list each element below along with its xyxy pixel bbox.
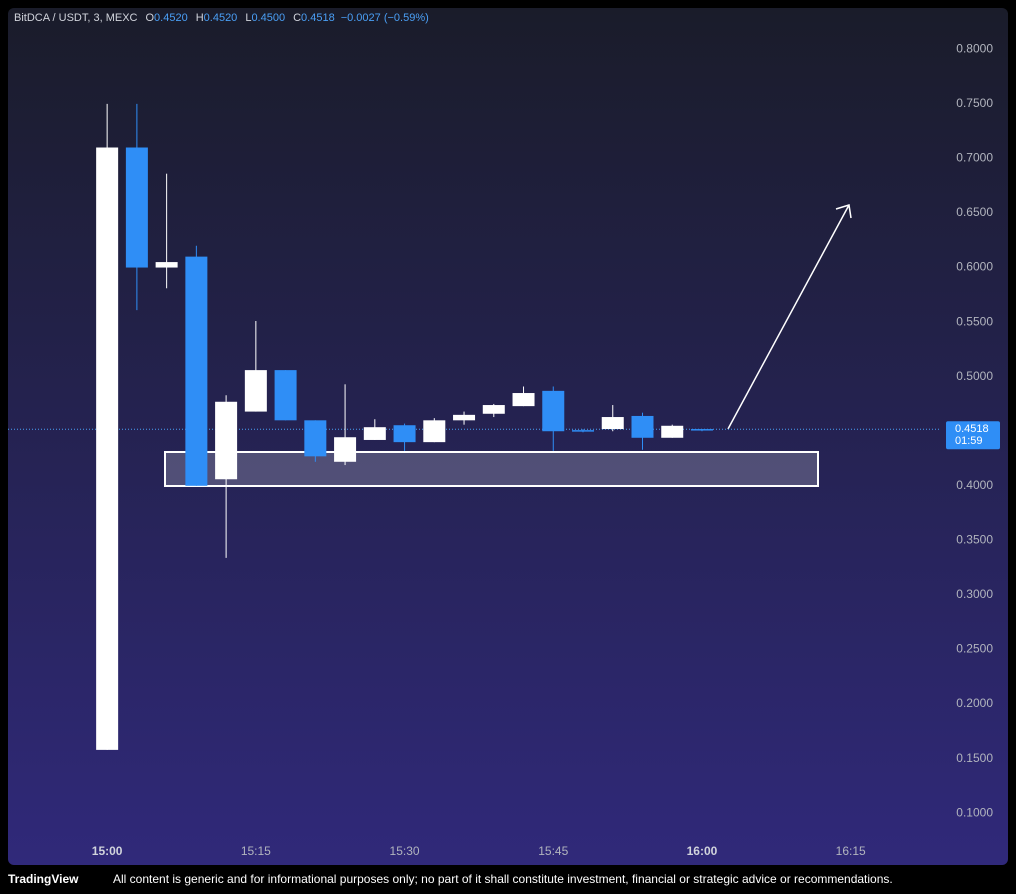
candle-body xyxy=(482,405,505,414)
x-tick-label: 15:30 xyxy=(390,844,420,858)
ohlc-label: L xyxy=(245,12,251,24)
candle-body xyxy=(155,262,178,268)
x-tick-label: 15:15 xyxy=(241,844,271,858)
countdown: 01:59 xyxy=(955,435,983,447)
candle-body xyxy=(304,420,327,457)
candle-body xyxy=(244,370,267,412)
chart-panel xyxy=(8,8,1008,865)
ohlc-label: O xyxy=(145,12,154,24)
candle-body xyxy=(334,437,357,462)
candle-body xyxy=(572,430,595,432)
x-tick-label: 15:00 xyxy=(92,844,123,858)
ohlc-label: C xyxy=(293,12,301,24)
candle-body xyxy=(215,401,238,480)
y-tick-label: 0.6000 xyxy=(956,260,993,274)
candle-body xyxy=(542,390,565,432)
candle-body xyxy=(125,147,148,268)
candle-body xyxy=(631,415,654,438)
y-tick-label: 0.1000 xyxy=(956,805,993,819)
candle-body xyxy=(96,147,119,750)
y-tick-label: 0.6500 xyxy=(956,205,993,219)
candle-body xyxy=(601,417,624,430)
y-tick-label: 0.4000 xyxy=(956,478,993,492)
arrow xyxy=(727,204,852,430)
price-tag xyxy=(946,421,1000,450)
candle-body xyxy=(453,414,476,421)
candle-body xyxy=(423,420,446,443)
ohlc-value: 0.4500 xyxy=(251,12,285,24)
brand: TradingView xyxy=(8,872,79,886)
candle-body xyxy=(661,425,684,438)
ohlc-value: 0.4520 xyxy=(204,12,238,24)
disclaimer: All content is generic and for informati… xyxy=(113,872,893,886)
y-tick-label: 0.5500 xyxy=(956,314,993,328)
symbol: BitDCA / USDT, 3, MEXC xyxy=(14,12,138,24)
y-tick-label: 0.1500 xyxy=(956,751,993,765)
x-tick-label: 16:00 xyxy=(687,844,718,858)
candle-body xyxy=(185,256,208,486)
x-tick-label: 15:45 xyxy=(538,844,568,858)
ohlc-value: 0.4520 xyxy=(154,12,188,24)
ohlc-label: H xyxy=(196,12,204,24)
y-tick-label: 0.3500 xyxy=(956,533,993,547)
y-tick-label: 0.2000 xyxy=(956,696,993,710)
header: BitDCA / USDT, 3, MEXC O0.4520 H0.4520 L0.4… xyxy=(14,12,429,24)
y-tick-label: 0.5000 xyxy=(956,369,993,383)
candle-body xyxy=(512,393,535,407)
candle-body xyxy=(393,425,416,443)
y-tick-label: 0.2500 xyxy=(956,642,993,656)
x-tick-label: 16:15 xyxy=(836,844,866,858)
last-price-label: 0.4518 xyxy=(955,423,989,435)
ohlc-value: 0.4518 xyxy=(301,12,335,24)
y-tick-label: 0.7000 xyxy=(956,151,993,165)
y-tick-label: 0.7500 xyxy=(956,96,993,110)
support-box xyxy=(164,451,819,487)
change: −0.0027 (−0.59%) xyxy=(341,12,429,24)
candle-body xyxy=(690,429,713,431)
candle-body xyxy=(274,370,297,421)
candle-body xyxy=(363,427,386,440)
y-tick-label: 0.8000 xyxy=(956,41,993,55)
y-tick-label: 0.3000 xyxy=(956,587,993,601)
